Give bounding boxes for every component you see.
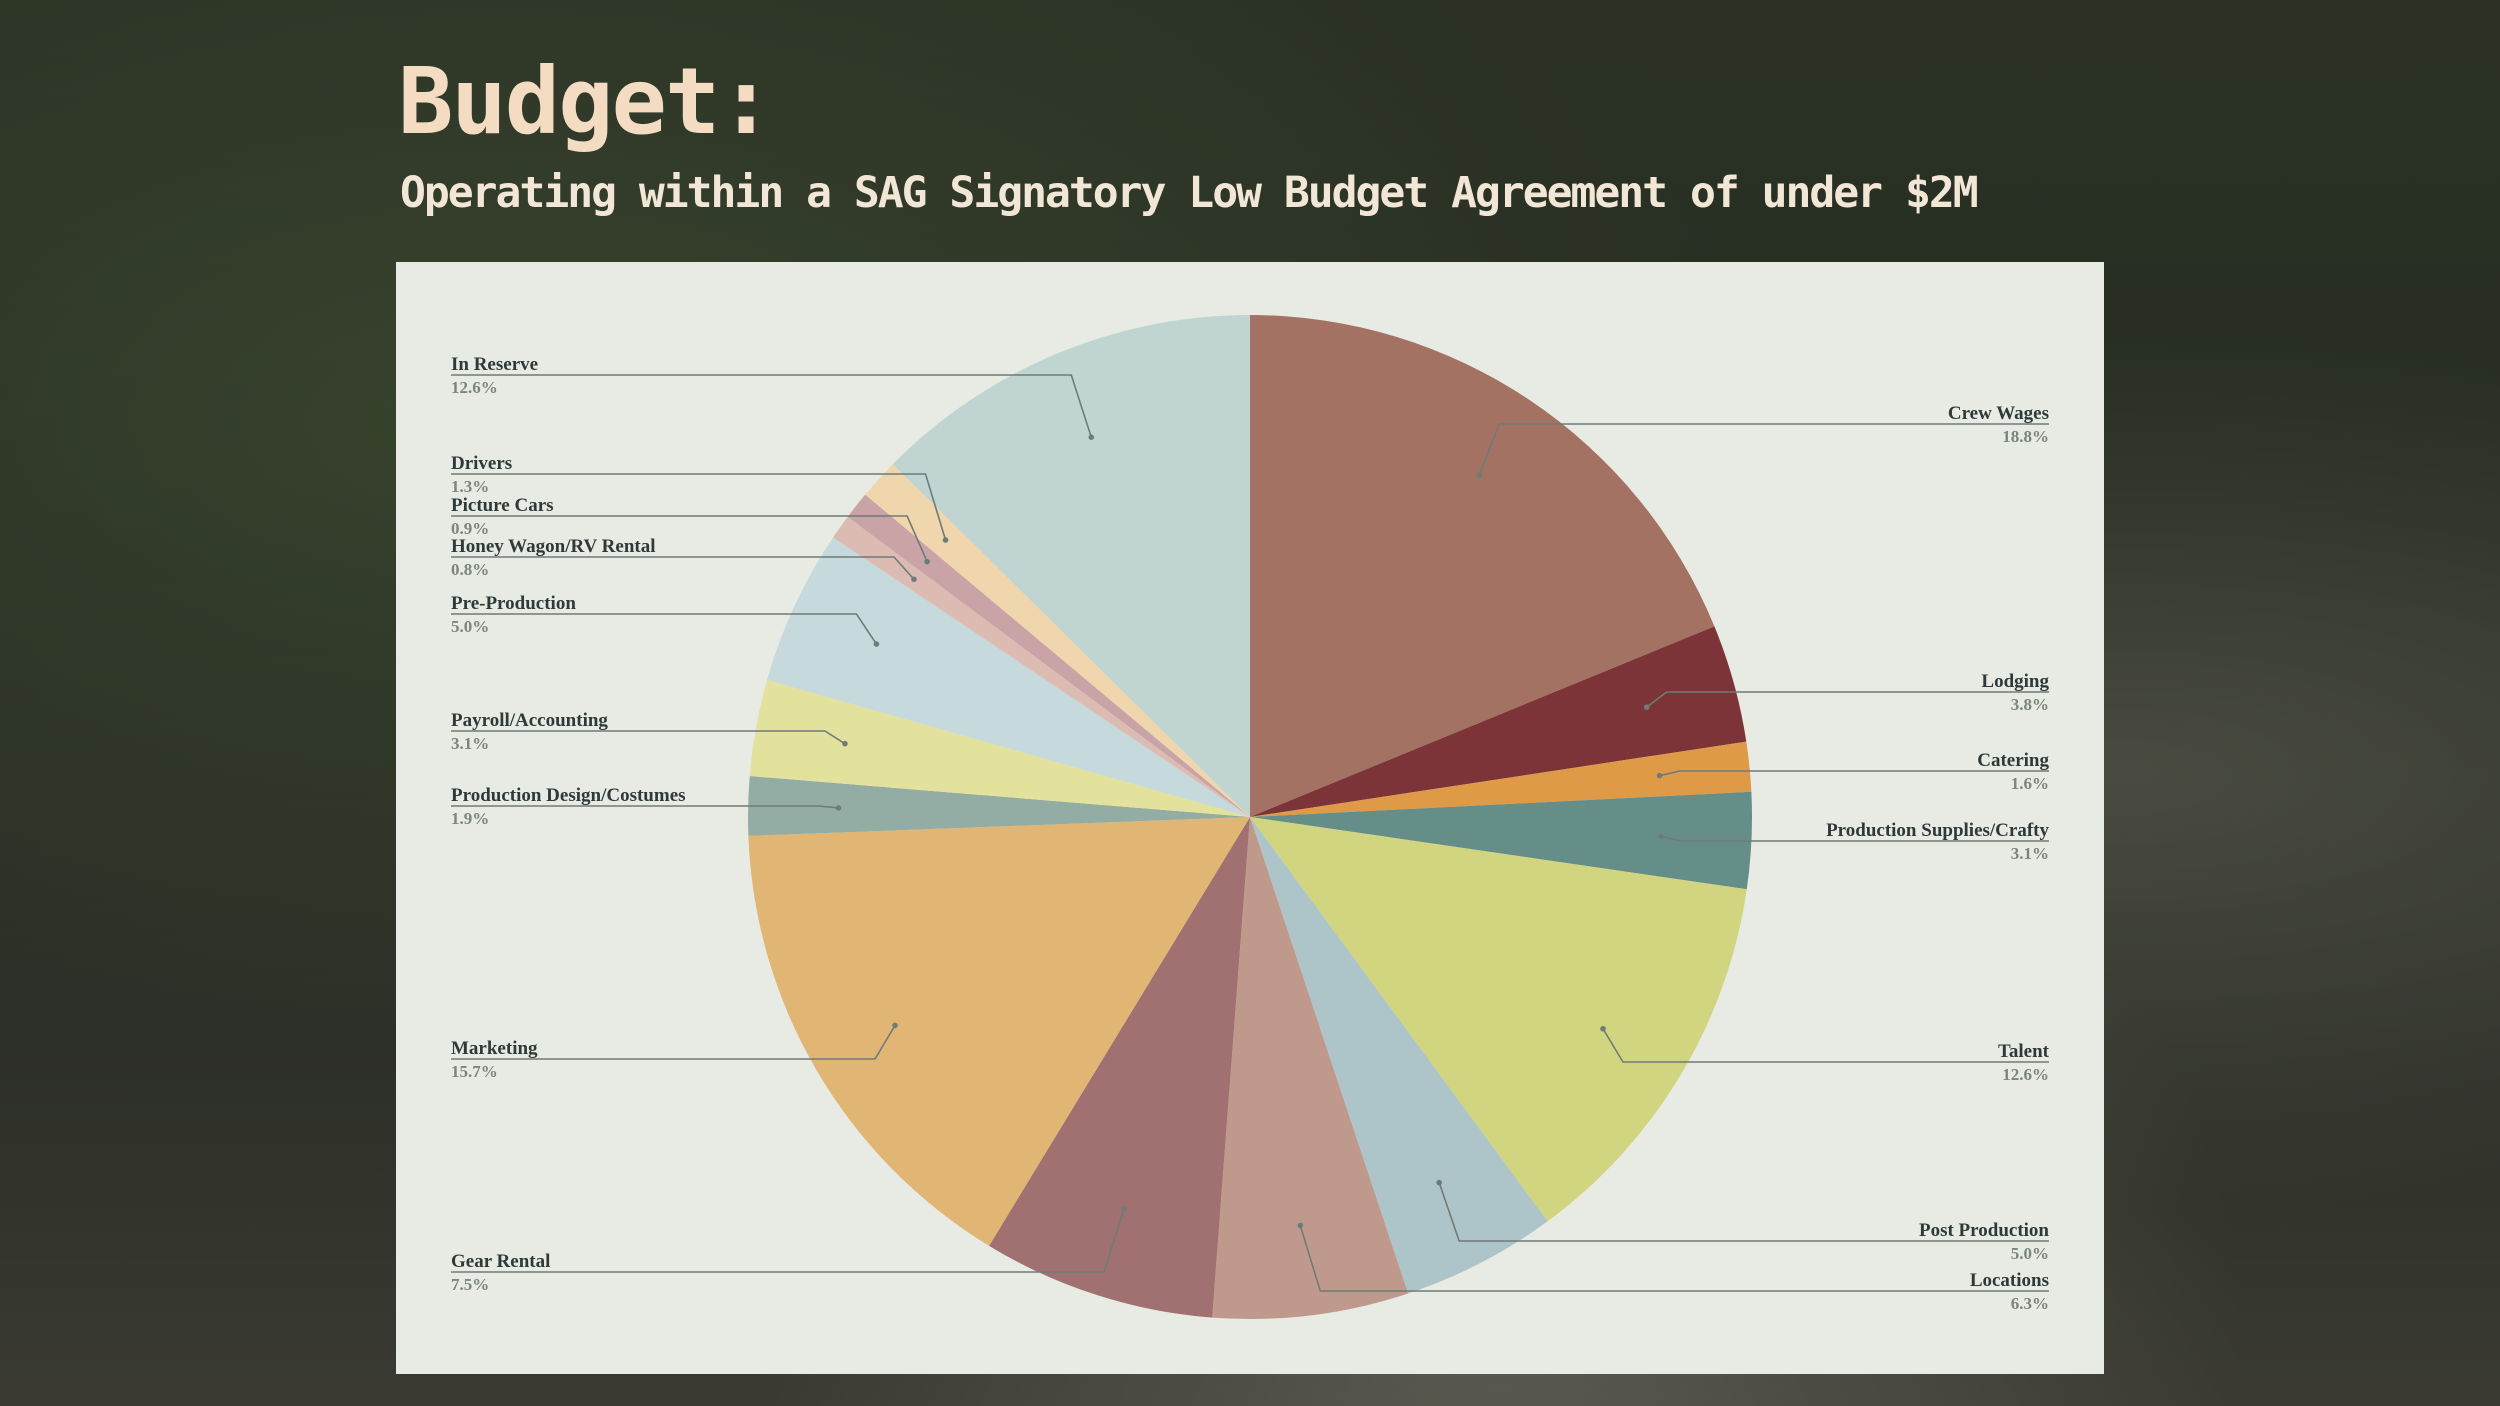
leader-line-catering	[1659, 770, 2049, 777]
pie-slice-production-design-costumes	[748, 776, 1250, 836]
pie-slice-honey-wagon-rv-rental	[833, 516, 1250, 817]
leader-dot-post-production	[1436, 1179, 1442, 1186]
slice-percent-payroll-accounting: 3.1%	[451, 734, 489, 753]
leader-dot-crew-wages	[1476, 472, 1483, 478]
slice-label-pre-production: Pre-Production	[451, 593, 576, 614]
leader-dot-production-supplies-crafty	[1658, 833, 1664, 840]
leader-line-in-reserve	[451, 374, 1093, 438]
leader-line-lodging	[1646, 691, 2049, 708]
page-subtitle: Operating within a SAG Signatory Low Bud…	[400, 168, 1979, 218]
slice-label-production-design-costumes: Production Design/Costumes	[451, 785, 686, 806]
leader-line-payroll-accounting	[451, 730, 846, 745]
pie-slice-catering	[1250, 741, 1752, 817]
pie-slice-lodging	[1250, 626, 1747, 817]
pie-slice-picture-cars	[847, 494, 1250, 817]
leader-dot-production-design-costumes	[835, 805, 842, 811]
leader-line-picture-cars	[451, 515, 928, 562]
slice-percent-gear-rental: 7.5%	[451, 1275, 489, 1294]
slice-label-talent: Talent	[1998, 1041, 2050, 1062]
slice-percent-talent: 12.6%	[2002, 1065, 2049, 1084]
slice-percent-drivers: 1.3%	[451, 477, 489, 496]
slice-percent-in-reserve: 12.6%	[451, 378, 498, 397]
pie-slice-pre-production	[767, 537, 1250, 817]
pie-slice-talent	[1250, 817, 1747, 1222]
pie-slice-production-supplies-crafty	[1250, 791, 1752, 890]
slice-label-in-reserve: In Reserve	[451, 354, 538, 375]
leader-dot-marketing	[892, 1022, 898, 1029]
pie-slice-crew-wages	[1250, 315, 1715, 817]
slice-percent-marketing: 15.7%	[451, 1062, 498, 1081]
pie-slice-gear-rental	[989, 817, 1250, 1318]
leader-line-post-production	[1438, 1182, 2049, 1242]
slice-label-marketing: Marketing	[451, 1038, 538, 1059]
leader-dot-in-reserve	[1088, 434, 1095, 440]
leader-dot-pre-production	[873, 641, 880, 647]
slice-percent-production-supplies-crafty: 3.1%	[2011, 844, 2049, 863]
slice-label-locations: Locations	[1970, 1270, 2049, 1291]
pie-chart: Crew Wages 18.8% Lodging 3.8% Catering 1.6% Pr…	[451, 315, 2050, 1319]
leader-dot-locations	[1297, 1222, 1304, 1229]
pie-slice-payroll-accounting	[749, 679, 1250, 817]
slice-label-crew-wages: Crew Wages	[1948, 403, 2049, 424]
slice-label-post-production: Post Production	[1919, 1220, 2049, 1241]
leader-dot-drivers	[942, 537, 949, 543]
slice-percent-pre-production: 5.0%	[451, 617, 489, 636]
slice-label-lodging: Lodging	[1981, 671, 2049, 692]
pie-slice-locations	[1212, 817, 1409, 1319]
leader-dot-honey-wagon-rv-rental	[911, 576, 917, 583]
page-title: Budget:	[398, 48, 774, 155]
pie-slice-marketing	[748, 817, 1250, 1246]
leader-line-crew-wages	[1478, 423, 2049, 476]
leader-line-marketing	[451, 1025, 896, 1060]
chart-panel: Crew Wages 18.8% Lodging 3.8% Catering 1.6% Pr…	[396, 262, 2104, 1374]
slice-label-drivers: Drivers	[451, 453, 512, 474]
slice-label-picture-cars: Picture Cars	[451, 495, 554, 516]
slice-label-production-supplies-crafty: Production Supplies/Crafty	[1826, 820, 2049, 841]
pie-slice-in-reserve	[892, 315, 1250, 817]
slice-percent-locations: 6.3%	[2011, 1294, 2049, 1313]
pie-slice-drivers	[865, 464, 1250, 817]
slice-percent-production-design-costumes: 1.9%	[451, 809, 489, 828]
leader-dot-talent	[1600, 1025, 1606, 1032]
leader-line-production-design-costumes	[451, 805, 839, 809]
pie-slice-post-production	[1250, 817, 1548, 1294]
slice-percent-picture-cars: 0.9%	[451, 519, 489, 538]
leader-line-drivers	[451, 473, 947, 541]
slice-label-honey-wagon-rv-rental: Honey Wagon/RV Rental	[451, 536, 656, 557]
leader-dot-picture-cars	[924, 558, 930, 565]
leader-line-gear-rental	[451, 1208, 1125, 1273]
slice-label-catering: Catering	[1977, 750, 2049, 771]
slice-label-payroll-accounting: Payroll/Accounting	[451, 710, 608, 731]
leader-dot-payroll-accounting	[842, 740, 848, 747]
slice-percent-post-production: 5.0%	[2011, 1244, 2049, 1263]
leader-line-honey-wagon-rv-rental	[451, 556, 915, 580]
slice-percent-crew-wages: 18.8%	[2002, 427, 2049, 446]
slice-label-gear-rental: Gear Rental	[451, 1251, 550, 1272]
leader-line-talent	[1602, 1028, 2049, 1063]
leader-dot-gear-rental	[1121, 1206, 1127, 1212]
leader-line-production-supplies-crafty	[1661, 835, 2049, 842]
slice-percent-lodging: 3.8%	[2011, 695, 2049, 714]
leader-dot-lodging	[1643, 704, 1650, 710]
slice-percent-honey-wagon-rv-rental: 0.8%	[451, 560, 489, 579]
slice-percent-catering: 1.6%	[2011, 774, 2049, 793]
leader-line-pre-production	[451, 613, 878, 645]
leader-dot-catering	[1656, 772, 1663, 779]
leader-line-locations	[1299, 1225, 2049, 1292]
